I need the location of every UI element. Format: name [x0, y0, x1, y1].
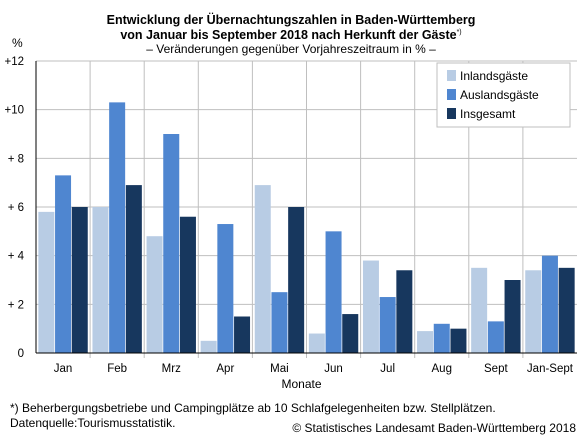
- gridlines: [36, 60, 577, 358]
- x-tick-label: Mai: [270, 363, 289, 375]
- x-tick-label: Jan: [54, 363, 73, 375]
- x-tick-label: Jan-Sept: [527, 363, 574, 375]
- bar: [433, 323, 450, 353]
- chart-subtitle: – Veränderungen gegenüber Vorjahreszeitr…: [146, 42, 436, 56]
- y-axis-unit: %: [12, 36, 23, 50]
- bar: [325, 231, 342, 353]
- legend: Inlandsgäste Auslandsgäste Insgesamt: [436, 62, 571, 128]
- x-tick-label: Feb: [107, 363, 127, 375]
- y-tick-label: + 2: [8, 299, 24, 311]
- legend-label: Inlandsgäste: [460, 69, 528, 83]
- bar: [396, 270, 413, 353]
- x-axis-title: Monate: [281, 377, 321, 391]
- bar: [146, 236, 163, 353]
- bar: [362, 260, 379, 353]
- legend-label: Insgesamt: [460, 107, 516, 121]
- bar: [487, 321, 504, 353]
- y-tick-label: + 6: [8, 202, 24, 214]
- legend-swatch: [447, 70, 456, 81]
- bar: [217, 224, 234, 353]
- bar: [417, 331, 434, 353]
- y-tick-label: +10: [4, 105, 24, 117]
- footnote: *) Beherbergungsbetriebe und Campingplät…: [10, 401, 496, 415]
- bar: [308, 333, 325, 353]
- bar: [271, 292, 288, 353]
- legend-swatch: [447, 89, 456, 100]
- legend-swatch: [447, 108, 456, 119]
- bar: [254, 185, 271, 353]
- x-tick-label: Apr: [216, 363, 234, 375]
- x-tick-label: Sept: [484, 363, 508, 375]
- bar: [200, 340, 217, 353]
- x-tick-label: Jun: [324, 363, 343, 375]
- bar: [179, 216, 196, 353]
- y-tick-label: +12: [4, 56, 24, 68]
- bar: [163, 134, 180, 353]
- x-tick-label: Mrz: [162, 363, 181, 375]
- footnote-mark: *): [456, 28, 462, 36]
- bars: [38, 102, 575, 353]
- axes: 0 + 2 + 4 + 6 + 8 +10 +12 Jan Feb Mrz Apr Mai Jun Jul…: [4, 56, 577, 391]
- bar: [450, 328, 467, 353]
- bar-chart: 0 + 2 + 4 + 6 + 8 +10 +12 Jan Feb Mrz Apr Mai Jun Jul…: [4, 56, 577, 391]
- x-tick-label: Aug: [432, 363, 452, 375]
- chart-title-line1: Entwicklung der Übernachtungszahlen in B…: [106, 13, 476, 27]
- bar: [379, 297, 396, 353]
- bar: [288, 207, 305, 353]
- chart-title-line2-text: von Januar bis September 2018 nach Herku…: [120, 28, 457, 42]
- bar: [471, 267, 488, 353]
- bar: [504, 280, 521, 353]
- copyright: © Statistisches Landesamt Baden-Württemb…: [292, 421, 576, 435]
- legend-label: Auslandsgäste: [460, 88, 539, 102]
- chart-title-line2: von Januar bis September 2018 nach Herku…: [0, 28, 582, 42]
- y-tick-label: + 8: [8, 153, 24, 165]
- x-tick-label: Jul: [380, 363, 395, 375]
- legend-box: [436, 62, 571, 128]
- bar: [71, 207, 88, 353]
- bar: [38, 211, 55, 353]
- bar: [541, 255, 558, 353]
- bar: [109, 102, 126, 353]
- bar: [125, 185, 142, 353]
- bar: [234, 316, 251, 353]
- bar: [92, 207, 109, 353]
- bar: [55, 175, 72, 353]
- data-source: Datenquelle:Tourismusstatistik.: [10, 416, 176, 430]
- bar: [558, 267, 575, 353]
- y-tick-label: 0: [18, 348, 24, 360]
- bar: [525, 270, 542, 353]
- bar: [342, 314, 359, 353]
- y-tick-label: + 4: [8, 251, 25, 263]
